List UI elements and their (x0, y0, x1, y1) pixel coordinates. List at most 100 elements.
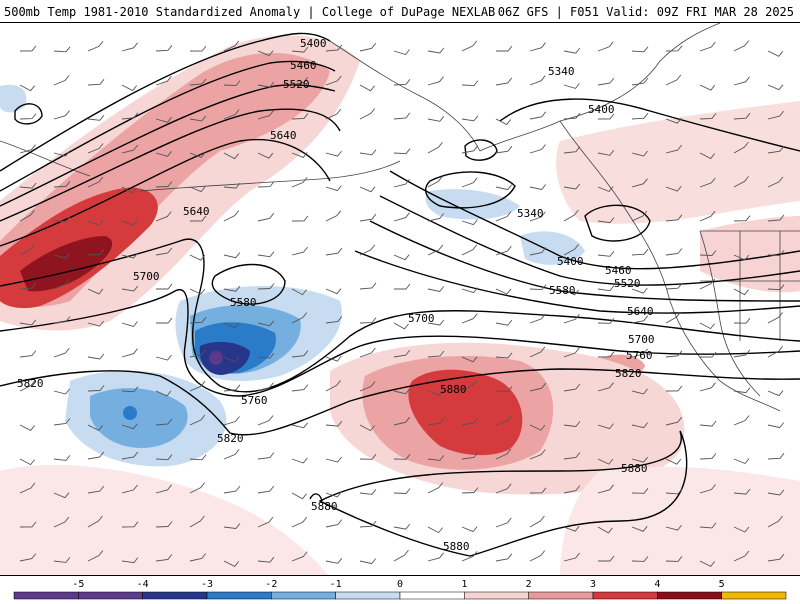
contour-label: 5760 (241, 394, 268, 407)
wind-barb (665, 74, 682, 86)
wind-barb (53, 46, 71, 53)
wind-barb (529, 424, 546, 431)
warm-anomaly-light-east (556, 101, 800, 224)
wind-barb (257, 415, 274, 426)
wind-barb (325, 316, 343, 324)
wind-barb (461, 313, 478, 324)
cool-anomaly-medium-sw (90, 388, 188, 449)
wind-barb (631, 46, 649, 53)
contour-label: 5580 (230, 296, 257, 309)
wind-barb (325, 519, 343, 528)
wind-barb (733, 76, 750, 86)
wind-barb (495, 319, 513, 326)
wind-barb (563, 288, 579, 296)
wind-barb (461, 487, 479, 494)
wind-barb (155, 116, 172, 123)
contour-label: 5640 (270, 129, 297, 142)
wind-barb (87, 424, 104, 431)
wind-barb (767, 250, 785, 256)
wind-barb (87, 550, 104, 562)
wind-barb (359, 149, 377, 156)
wind-barb (767, 346, 783, 358)
wind-barb (291, 46, 309, 53)
wind-barb (699, 84, 716, 91)
wind-barb (359, 558, 377, 565)
wind-barb (155, 521, 173, 528)
wind-barb (189, 78, 207, 86)
wind-barb (257, 352, 275, 359)
contour-label: 5580 (549, 284, 576, 297)
wind-barb (393, 254, 410, 261)
anomaly-shading (0, 35, 800, 575)
cool-anomaly-light-north (425, 189, 520, 220)
wind-barb (359, 244, 376, 256)
wind-barb (359, 489, 377, 495)
wind-barb (529, 184, 547, 190)
wind-barb (87, 249, 105, 256)
contour-label: 5880 (311, 500, 338, 513)
colorbar-tick-label: -4 (137, 579, 149, 590)
wind-barb (87, 485, 105, 494)
wind-barb (257, 181, 275, 188)
wind-barb (563, 314, 580, 324)
wind-barb (427, 526, 443, 534)
wind-barb (223, 80, 241, 87)
wind-barb (223, 560, 240, 567)
contour-label: 5340 (548, 65, 575, 78)
wind-barb (223, 109, 240, 120)
wind-barb (427, 76, 444, 86)
wind-barb (189, 254, 206, 261)
wind-barb (325, 491, 342, 498)
wind-barb (699, 177, 716, 188)
wind-barb (495, 352, 513, 359)
wind-barb (53, 516, 70, 528)
wind-barb (597, 186, 614, 193)
wind-barb (19, 319, 37, 326)
wind-barb (189, 553, 207, 562)
wind-barb (597, 77, 615, 86)
cool-anomaly-light-north-2 (520, 231, 585, 265)
contour-label: 5880 (443, 540, 470, 553)
wind-barb (155, 181, 173, 188)
wind-barb (19, 45, 37, 52)
wind-barb (291, 215, 309, 222)
wind-barb (767, 515, 783, 528)
wind-barb (495, 517, 512, 528)
contour-label: 5880 (621, 462, 648, 475)
wind-barb (121, 186, 137, 194)
wind-barb (665, 45, 683, 52)
map-canvas: 5400 5460 5520 5640 5640 5700 5580 5820 … (0, 23, 800, 575)
contour-5580-east (369, 220, 800, 302)
wind-barb (257, 50, 274, 57)
contour-label: 5700 (133, 270, 160, 283)
wind-barb (733, 458, 750, 465)
anomaly-map[interactable]: 5400 5460 5520 5640 5640 5700 5580 5820 … (0, 22, 800, 576)
wind-barb (529, 42, 546, 52)
contour-label: 5820 (615, 367, 642, 380)
wind-barb (325, 456, 342, 463)
wind-barb (291, 551, 308, 562)
wind-barb (427, 482, 444, 494)
wind-barb (121, 285, 139, 292)
wind-barb (495, 118, 512, 126)
wind-barb (325, 380, 341, 392)
wind-barb (223, 356, 240, 363)
wind-barb (189, 317, 207, 324)
wind-barb (223, 40, 240, 52)
wind-barb (189, 414, 206, 426)
wind-barb (393, 148, 411, 155)
wind-barb (121, 451, 139, 460)
wind-barb (189, 152, 206, 158)
wind-barb (359, 282, 377, 290)
colorbar-tick-label: 1 (461, 579, 467, 590)
wind-barb (359, 424, 375, 432)
wind-barb (53, 150, 70, 157)
cool-anomaly-peak-sw (123, 406, 137, 420)
colorbar-tick-label: -3 (201, 579, 213, 590)
wind-barb (529, 346, 546, 358)
wind-barb (121, 423, 138, 430)
wind-barb (631, 77, 649, 86)
wind-barb (767, 312, 783, 324)
wind-barb (87, 115, 105, 121)
wind-barb (155, 418, 173, 426)
